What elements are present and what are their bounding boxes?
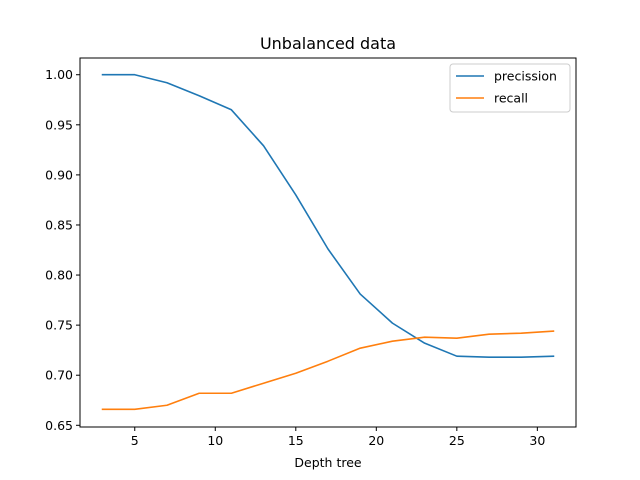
y-tick-label: 0.90 [45, 167, 73, 182]
series-line-recall [101, 330, 555, 411]
plot-frame [79, 57, 577, 428]
y-axis-ticks: 0.65 0.70 0.75 0.80 0.85 0.90 0.95 1.00 [45, 67, 80, 433]
x-tick-label: 15 [288, 433, 304, 448]
x-tick-label: 30 [529, 433, 545, 448]
legend: precission recall [449, 63, 571, 113]
legend-label-precission: precission [494, 69, 557, 84]
legend-label-recall: recall [494, 91, 528, 106]
y-tick-label: 1.00 [45, 67, 73, 82]
x-tick-label: 25 [449, 433, 465, 448]
y-tick-label: 0.70 [45, 368, 73, 383]
x-axis-ticks: 5 10 15 20 25 30 [131, 427, 545, 448]
x-tick-label: 20 [368, 433, 384, 448]
y-tick-label: 0.95 [45, 117, 73, 132]
y-tick-label: 0.65 [45, 418, 73, 433]
y-tick-label: 0.85 [45, 217, 73, 232]
x-tick-label: 5 [131, 433, 139, 448]
y-tick-label: 0.80 [45, 268, 73, 283]
y-tick-label: 0.75 [45, 318, 73, 333]
series-layer [101, 73, 555, 411]
x-axis-label: Depth tree [294, 455, 362, 470]
chart-title: Unbalanced data [260, 34, 396, 53]
x-tick-label: 10 [207, 433, 223, 448]
series-line-precission [101, 73, 555, 358]
